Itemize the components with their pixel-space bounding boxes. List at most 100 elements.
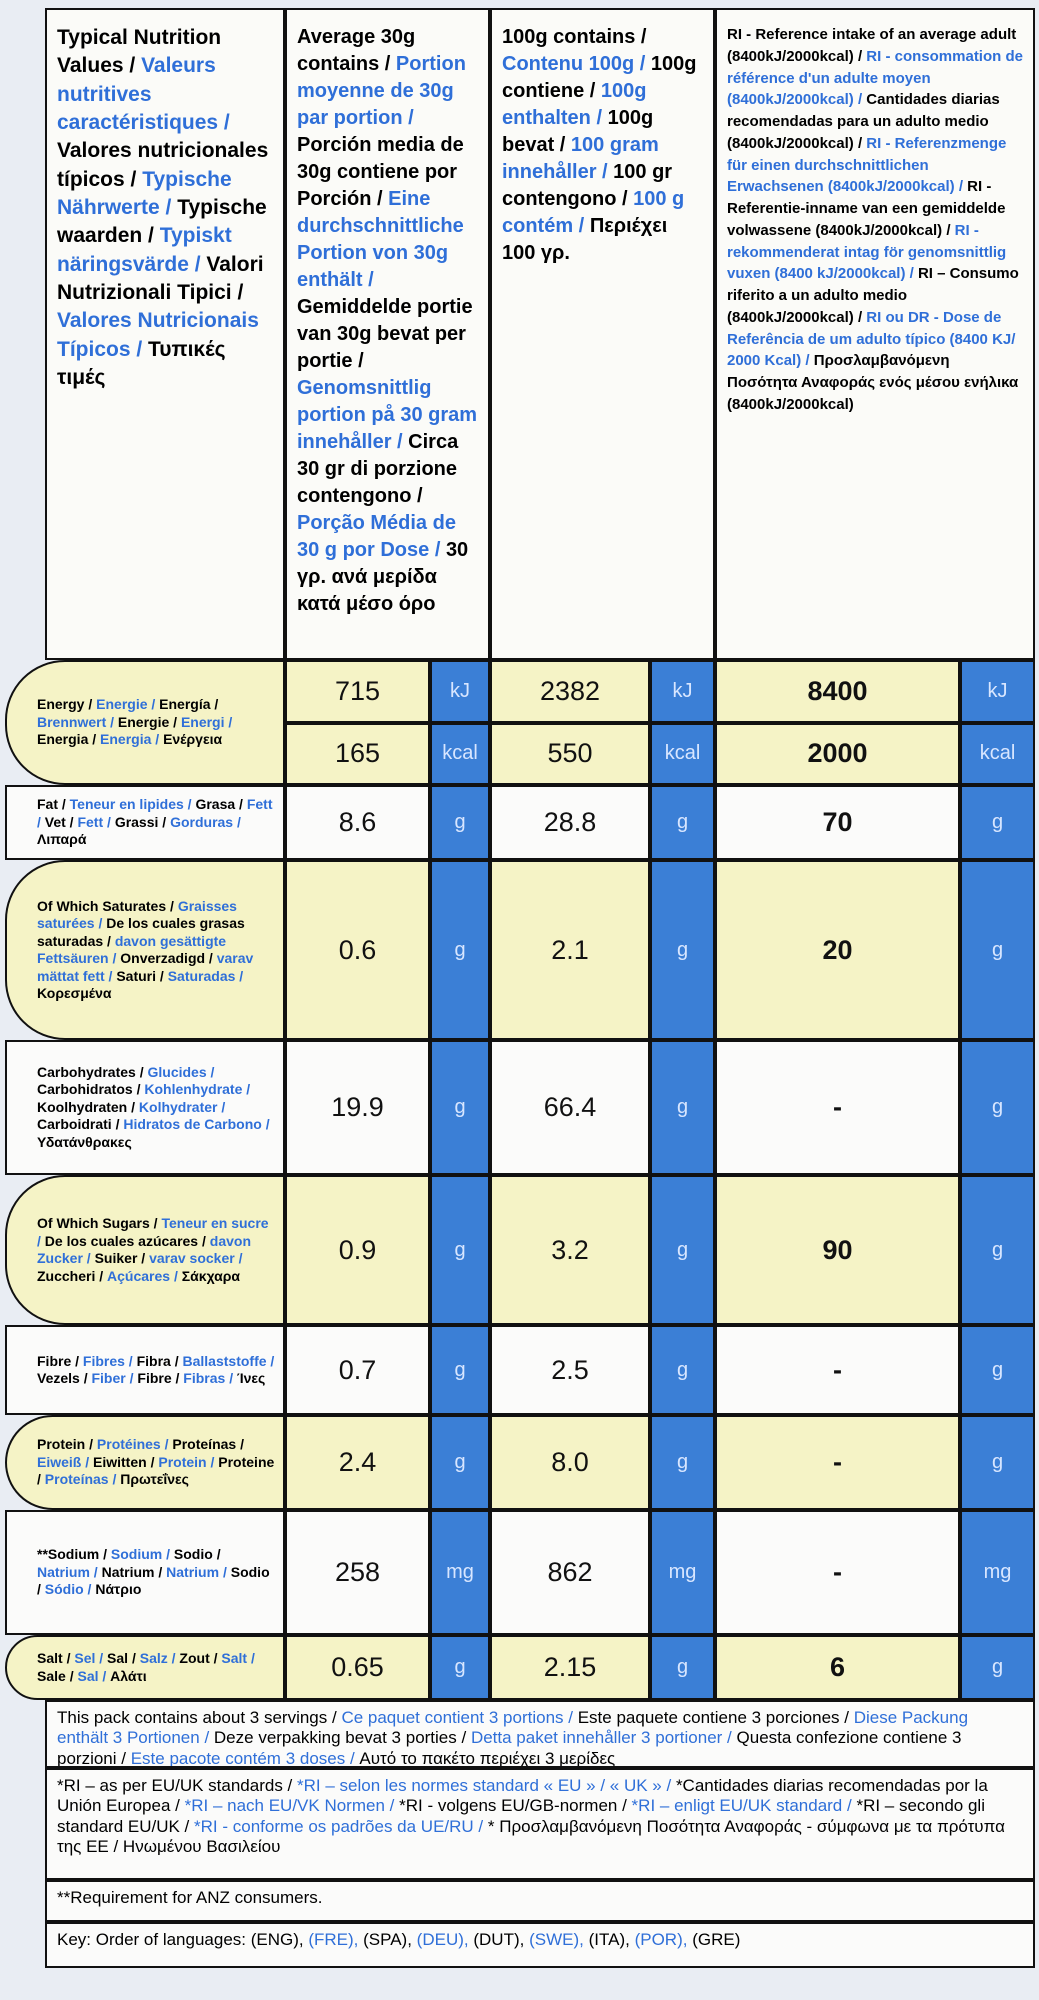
footnote: This pack contains about 3 servings / Ce… [45, 1700, 1035, 1768]
unit-cell: kJ [650, 660, 715, 723]
footnote-text: *RI – secondo gli standard EU/UK / [57, 1796, 985, 1836]
footnote-text: Αυτό το πακέτο περιέχει 3 μερίδες [359, 1748, 616, 1768]
value-cell: - [715, 1040, 960, 1175]
value-cell: 862 [490, 1510, 650, 1635]
nutrient-name-text: Fat / Teneur en lipides / Grasa / Fett /… [37, 796, 275, 849]
unit-cell: g [430, 1325, 490, 1415]
value-cell: 258 [285, 1510, 430, 1635]
value-cell: 715 [285, 660, 430, 723]
unit-cell: g [960, 860, 1035, 1040]
language-text: Fett / [37, 796, 273, 830]
unit-cell: g [430, 1415, 490, 1510]
value-cell: - [715, 1415, 960, 1510]
unit-cell: g [960, 1040, 1035, 1175]
unit-cell: g [430, 1040, 490, 1175]
unit-cell: g [650, 785, 715, 860]
language-text: Natrium / [101, 1563, 163, 1580]
footnote-text: **Requirement for ANZ consumers. [57, 1888, 323, 1907]
footnote-text: (POR), [634, 1930, 688, 1949]
language-text: Πρωτεΐνες [120, 1471, 189, 1488]
language-text: Kolhydrater / [138, 1098, 226, 1115]
footnote: Key: Order of languages: (ENG), (FRE), (… [45, 1922, 1035, 1968]
unit-cell: g [960, 785, 1035, 860]
language-text: Protein / [37, 1436, 94, 1453]
language-text: Proteínas / [172, 1436, 244, 1453]
language-text: Circa 30 gr di porzione contengono / [297, 431, 459, 507]
unit-cell: mg [960, 1510, 1035, 1635]
unit-cell: mg [650, 1510, 715, 1635]
nutrient-name-text: Carbohydrates / Glucides / Carbohidratos… [37, 1064, 275, 1152]
language-text: varav socker / [149, 1250, 243, 1266]
language-text: Salz / [139, 1650, 176, 1666]
language-text: RI ou DR - Dose de Referência de um adul… [727, 308, 1016, 370]
language-text: Protéines / [96, 1436, 169, 1453]
value-cell: - [715, 1510, 960, 1635]
unit-cell: kJ [430, 660, 490, 723]
value-cell: - [715, 1325, 960, 1415]
footnote-text: Este paquete contiene 3 porciones / [577, 1708, 849, 1727]
nutrient-name: Fibre / Fibres / Fibra / Ballaststoffe /… [5, 1325, 285, 1415]
unit-cell: g [650, 860, 715, 1040]
header-cell: 100g contains / Contenu 100g / 100g cont… [490, 8, 715, 660]
value-cell: 2.5 [490, 1325, 650, 1415]
unit-cell: g [430, 785, 490, 860]
nutrient-name: Fat / Teneur en lipides / Grasa / Fett /… [5, 785, 285, 860]
value-cell: 2382 [490, 660, 650, 723]
language-text: Typische Nährwerte / [57, 167, 232, 220]
language-text: Carboidrati / [37, 1116, 120, 1133]
footnote-text: *RI - volgens EU/GB-normen / [399, 1796, 627, 1816]
language-text: Sódio / [44, 1581, 92, 1598]
language-text: Gemiddelde portie van 30g bevat per port… [297, 296, 473, 372]
language-text: Kohlenhydrate / [144, 1081, 251, 1098]
language-text: Fibres / [82, 1352, 133, 1369]
language-text: Teneur en sucre / [37, 1215, 269, 1249]
unit-cell: kcal [960, 722, 1035, 785]
unit-cell: g [960, 1175, 1035, 1325]
language-text: Genomsnittlig portion på 30 gram innehål… [297, 377, 478, 453]
language-text: Eiwitten / [93, 1453, 155, 1470]
language-text: Glucides / [147, 1063, 215, 1080]
footnote-text: (SWE), [529, 1930, 584, 1949]
nutrient-name-text: **Sodium / Sodium / Sodio / Natrium / Na… [37, 1546, 275, 1599]
language-text: Cantidades diarias recomendadas para un … [727, 91, 1000, 152]
value-cell: 0.9 [285, 1175, 430, 1325]
nutrient-name: Carbohydrates / Glucides / Carbohidratos… [5, 1040, 285, 1175]
language-text: Valeurs nutritives caractéristiques / [57, 54, 230, 135]
nutrient-name: Energy / Energie / Energía / Brennwert /… [5, 660, 285, 785]
value-cell: 8400 [715, 660, 960, 723]
footnote-text: *RI – nach EU/VK Normen / [184, 1796, 395, 1816]
value-cell: 20 [715, 860, 960, 1040]
value-cell: 90 [715, 1175, 960, 1325]
unit-cell: g [650, 1415, 715, 1510]
nutrient-name-text: Protein / Protéines / Proteínas / Eiweiß… [37, 1436, 275, 1489]
language-text: Sodio / [173, 1546, 221, 1563]
unit-cell: kJ [960, 660, 1035, 723]
language-text: Fiber / [91, 1370, 134, 1386]
nutrient-name: **Sodium / Sodium / Sodio / Natrium / Na… [5, 1510, 285, 1635]
language-text: Αλάτι [110, 1667, 147, 1684]
language-text: Natrium / [37, 1563, 98, 1580]
footnote-text: (DUT), [473, 1930, 525, 1949]
value-cell: 2000 [715, 722, 960, 785]
language-text: 100 gram innehåller / [502, 134, 659, 183]
language-text: Zuccheri / [37, 1267, 104, 1284]
language-text: Salt / [221, 1650, 255, 1666]
language-text: Ballaststoffe / [182, 1352, 275, 1369]
language-text: Sodio / [37, 1563, 270, 1598]
footnote-text: *RI – enligt EU/UK standard / [631, 1796, 852, 1816]
value-cell: 550 [490, 722, 650, 785]
language-text: Fibra / [136, 1352, 179, 1369]
language-text: Protein / [158, 1453, 215, 1470]
language-text: Κορεσμένα [37, 985, 112, 1001]
language-text: Porção Média de 30 g por Dose / [297, 512, 456, 561]
footnote-text: Questa confezione contiene 3 porzioni / [57, 1728, 962, 1768]
language-text: 100g contains / [502, 26, 647, 48]
language-text: Sel / [74, 1650, 104, 1666]
language-text: Energia / [37, 731, 97, 748]
unit-cell: g [650, 1040, 715, 1175]
footnote: *RI – as per EU/UK standards / *RI – sel… [45, 1768, 1035, 1880]
language-text: RI - Reference intake of an average adul… [727, 26, 1017, 65]
nutrient-name-text: Of Which Saturates / Graisses saturées /… [37, 898, 275, 1003]
language-text: De los cuales azúcares / [44, 1232, 206, 1249]
language-text: 100g bevat / [502, 107, 654, 156]
